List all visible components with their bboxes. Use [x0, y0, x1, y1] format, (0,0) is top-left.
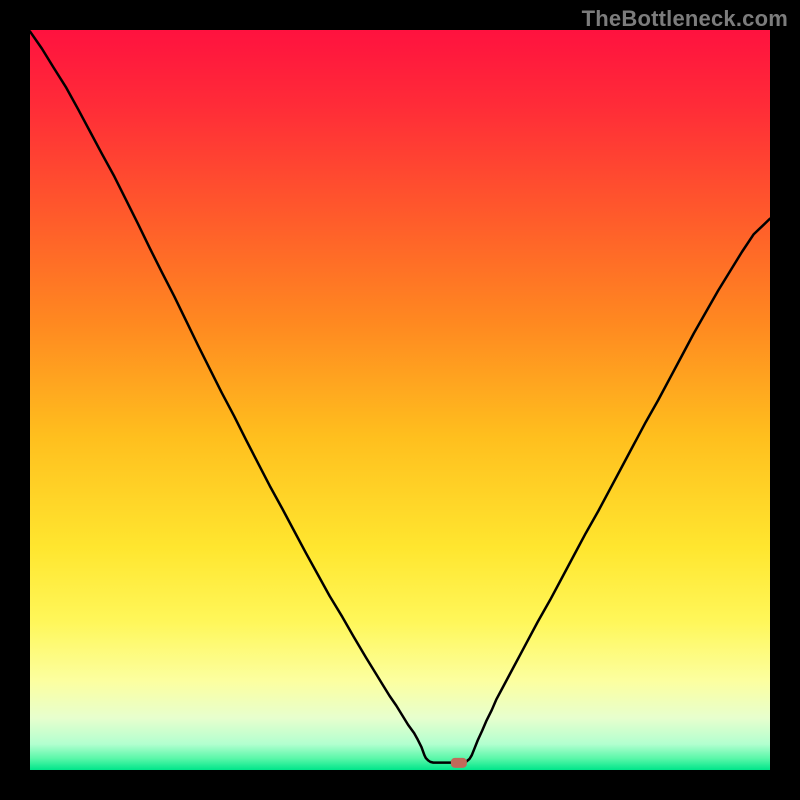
bottleneck-curve	[30, 30, 770, 770]
watermark-text: TheBottleneck.com	[582, 6, 788, 32]
chart-frame: TheBottleneck.com	[0, 0, 800, 800]
plot-area	[30, 30, 770, 770]
optimal-point-marker	[451, 757, 467, 767]
plot-outer: TheBottleneck.com	[0, 0, 800, 800]
